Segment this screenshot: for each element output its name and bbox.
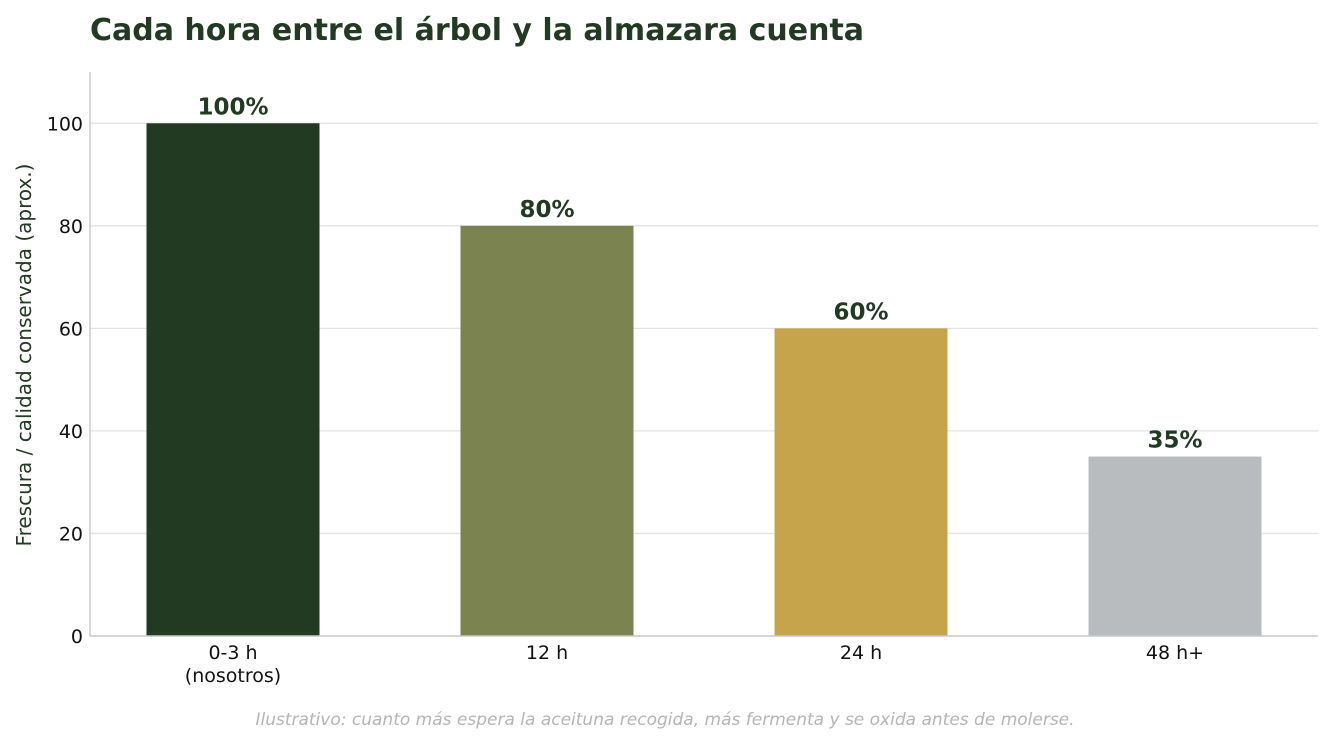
y-tick-labels: 0 20 40 60 80 100 (47, 113, 83, 648)
bar (774, 328, 948, 636)
data-label: 100% (197, 94, 268, 120)
x-tick-labels: 0-3 h(nosotros) 12 h 24 h 48 h+ (185, 642, 1204, 687)
chart-title: Cada hora entre el árbol y la almazara c… (90, 13, 864, 48)
bar (146, 123, 320, 637)
y-tick-label: 20 (59, 523, 83, 545)
y-tick-label: 80 (59, 216, 83, 238)
bars (146, 123, 1262, 637)
y-tick-label: 40 (59, 421, 83, 443)
y-tick-label: 60 (59, 318, 83, 340)
axes (89, 72, 1318, 637)
bar (460, 225, 634, 636)
bar (1088, 456, 1262, 636)
x-tick-label: 12 h (526, 642, 568, 664)
x-tick-label: 24 h (840, 642, 882, 664)
x-tick-label: 0-3 h (208, 642, 257, 664)
y-axis-label: Frescura / calidad conservada (aprox.) (12, 164, 36, 547)
footnote: Ilustrativo: cuanto más espera la aceitu… (255, 710, 1074, 730)
data-label: 80% (519, 197, 574, 223)
y-tick-label: 100 (47, 113, 83, 135)
y-tick-label: 0 (71, 626, 83, 648)
x-tick-label: 48 h+ (1146, 642, 1204, 664)
data-label: 60% (833, 299, 888, 325)
x-tick-label: (nosotros) (185, 665, 281, 687)
data-labels: 100% 80% 60% 35% (197, 94, 1202, 453)
data-label: 35% (1147, 428, 1202, 454)
